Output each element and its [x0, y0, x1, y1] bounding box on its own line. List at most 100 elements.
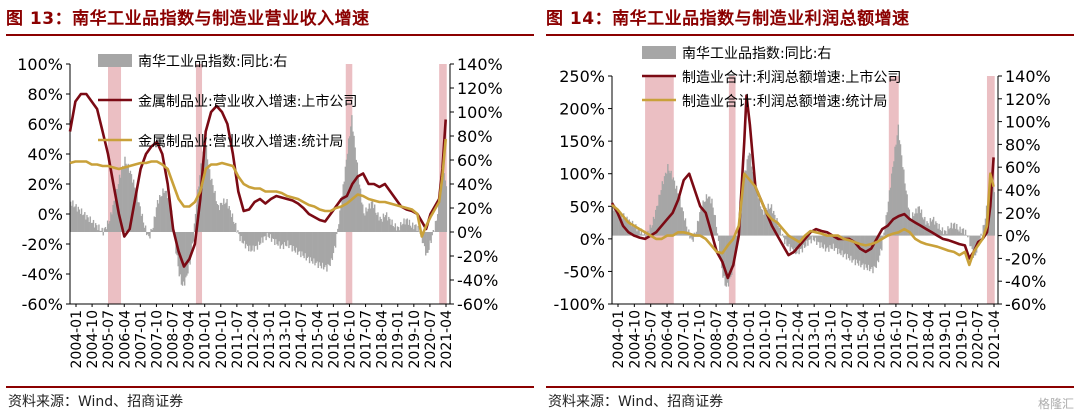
- bar-mark: [931, 219, 934, 236]
- bar-mark: [735, 235, 737, 247]
- bar-mark: [298, 232, 300, 252]
- bar-mark: [730, 235, 732, 278]
- bar-mark: [305, 232, 307, 261]
- bar-mark: [752, 171, 754, 236]
- bar-mark: [911, 212, 914, 236]
- bar-mark: [732, 235, 734, 265]
- bar-mark: [900, 155, 903, 236]
- x-tick-label: 2012-04: [791, 310, 807, 369]
- x-tick-label: 2013-01: [262, 310, 278, 369]
- bar-mark: [700, 205, 702, 236]
- bar-mark: [139, 206, 141, 232]
- bar-mark: [704, 201, 707, 236]
- x-tick-label: 2007-01: [133, 310, 149, 369]
- bar-mark: [277, 232, 279, 246]
- bar-mark: [689, 235, 691, 239]
- bar-mark: [909, 217, 912, 236]
- bar-mark: [193, 223, 196, 232]
- bar-mark: [312, 232, 314, 264]
- bar-mark: [282, 232, 285, 250]
- bar-mark: [929, 218, 932, 236]
- bar-mark: [343, 181, 345, 232]
- bar-mark: [228, 206, 230, 232]
- bar-mark: [110, 212, 112, 232]
- x-tick-label: 2021-04: [439, 310, 455, 369]
- bar-mark: [717, 235, 720, 242]
- bar-mark: [309, 232, 312, 258]
- bar-mark: [653, 218, 656, 236]
- bar-mark: [651, 225, 654, 236]
- x-tick-label: 2018-04: [922, 310, 938, 369]
- bar-mark: [407, 224, 410, 232]
- bar-mark: [843, 235, 845, 255]
- bar-mark: [946, 233, 948, 236]
- bar-mark: [127, 163, 129, 232]
- bar-mark: [442, 175, 444, 232]
- bar-mark: [886, 212, 889, 236]
- bar-mark: [362, 204, 364, 232]
- bar-mark: [873, 235, 875, 266]
- bar-mark: [329, 232, 331, 267]
- bar-mark: [184, 232, 186, 286]
- bar-mark: [845, 235, 848, 260]
- bar-mark: [189, 232, 191, 265]
- bar-mark: [960, 232, 962, 236]
- bar-mark: [428, 232, 430, 250]
- bar-mark: [417, 225, 419, 232]
- bar-mark: [753, 175, 755, 236]
- bar-mark: [846, 235, 849, 255]
- bar-mark: [436, 214, 439, 232]
- bar-mark: [838, 235, 840, 249]
- bar-mark: [830, 235, 832, 249]
- bar-mark: [852, 235, 854, 261]
- bar-mark: [934, 224, 936, 236]
- watermark: 格隆汇: [1037, 397, 1074, 411]
- bar-mark: [727, 235, 730, 287]
- right-tick-label: -60%: [1005, 295, 1046, 314]
- bar-mark: [795, 235, 797, 255]
- bar-mark: [337, 228, 339, 232]
- bar-mark: [413, 229, 415, 232]
- bar-mark: [97, 230, 99, 232]
- bar-mark: [812, 235, 815, 241]
- bar-mark: [820, 235, 822, 243]
- bar-mark: [666, 173, 668, 236]
- bar-mark: [350, 126, 352, 232]
- bar-mark: [292, 232, 294, 246]
- bar-mark: [894, 146, 896, 236]
- x-tick-label: 2009-04: [182, 310, 198, 369]
- bar-mark: [958, 231, 960, 236]
- bar-mark: [114, 200, 116, 232]
- bar-mark: [366, 211, 368, 232]
- bar-mark: [972, 235, 975, 258]
- bar-mark: [134, 187, 136, 232]
- bar-mark: [943, 230, 946, 236]
- x-tick-label: 2019-10: [407, 310, 423, 369]
- bar-mark: [848, 235, 850, 259]
- bar-mark: [126, 166, 128, 232]
- bar-mark: [637, 227, 639, 236]
- bar-mark: [952, 223, 955, 236]
- bar-mark: [141, 213, 144, 232]
- series-line-0: [68, 92, 447, 268]
- bar-mark: [393, 227, 395, 232]
- bar-mark: [108, 223, 110, 232]
- bar-mark: [667, 164, 669, 236]
- bar-mark: [969, 235, 971, 247]
- bar-mark: [118, 174, 121, 232]
- bar-mark: [161, 196, 163, 232]
- bar-mark: [761, 210, 764, 236]
- legend-label-0: 南华工业品指数:同比:右: [682, 46, 831, 62]
- bar-mark: [962, 228, 965, 236]
- right-tick-label: -40%: [457, 271, 498, 290]
- bar-mark: [204, 144, 207, 232]
- bar-mark: [370, 201, 373, 232]
- bar-mark: [632, 227, 635, 236]
- bar-mark: [409, 225, 412, 232]
- bar-mark: [810, 235, 812, 244]
- bar-mark: [84, 212, 86, 232]
- right-tick-label: 40%: [1005, 181, 1041, 200]
- x-tick-label: 2013-10: [824, 310, 840, 369]
- bar-mark: [185, 232, 187, 278]
- x-tick-label: 2010-10: [214, 310, 230, 369]
